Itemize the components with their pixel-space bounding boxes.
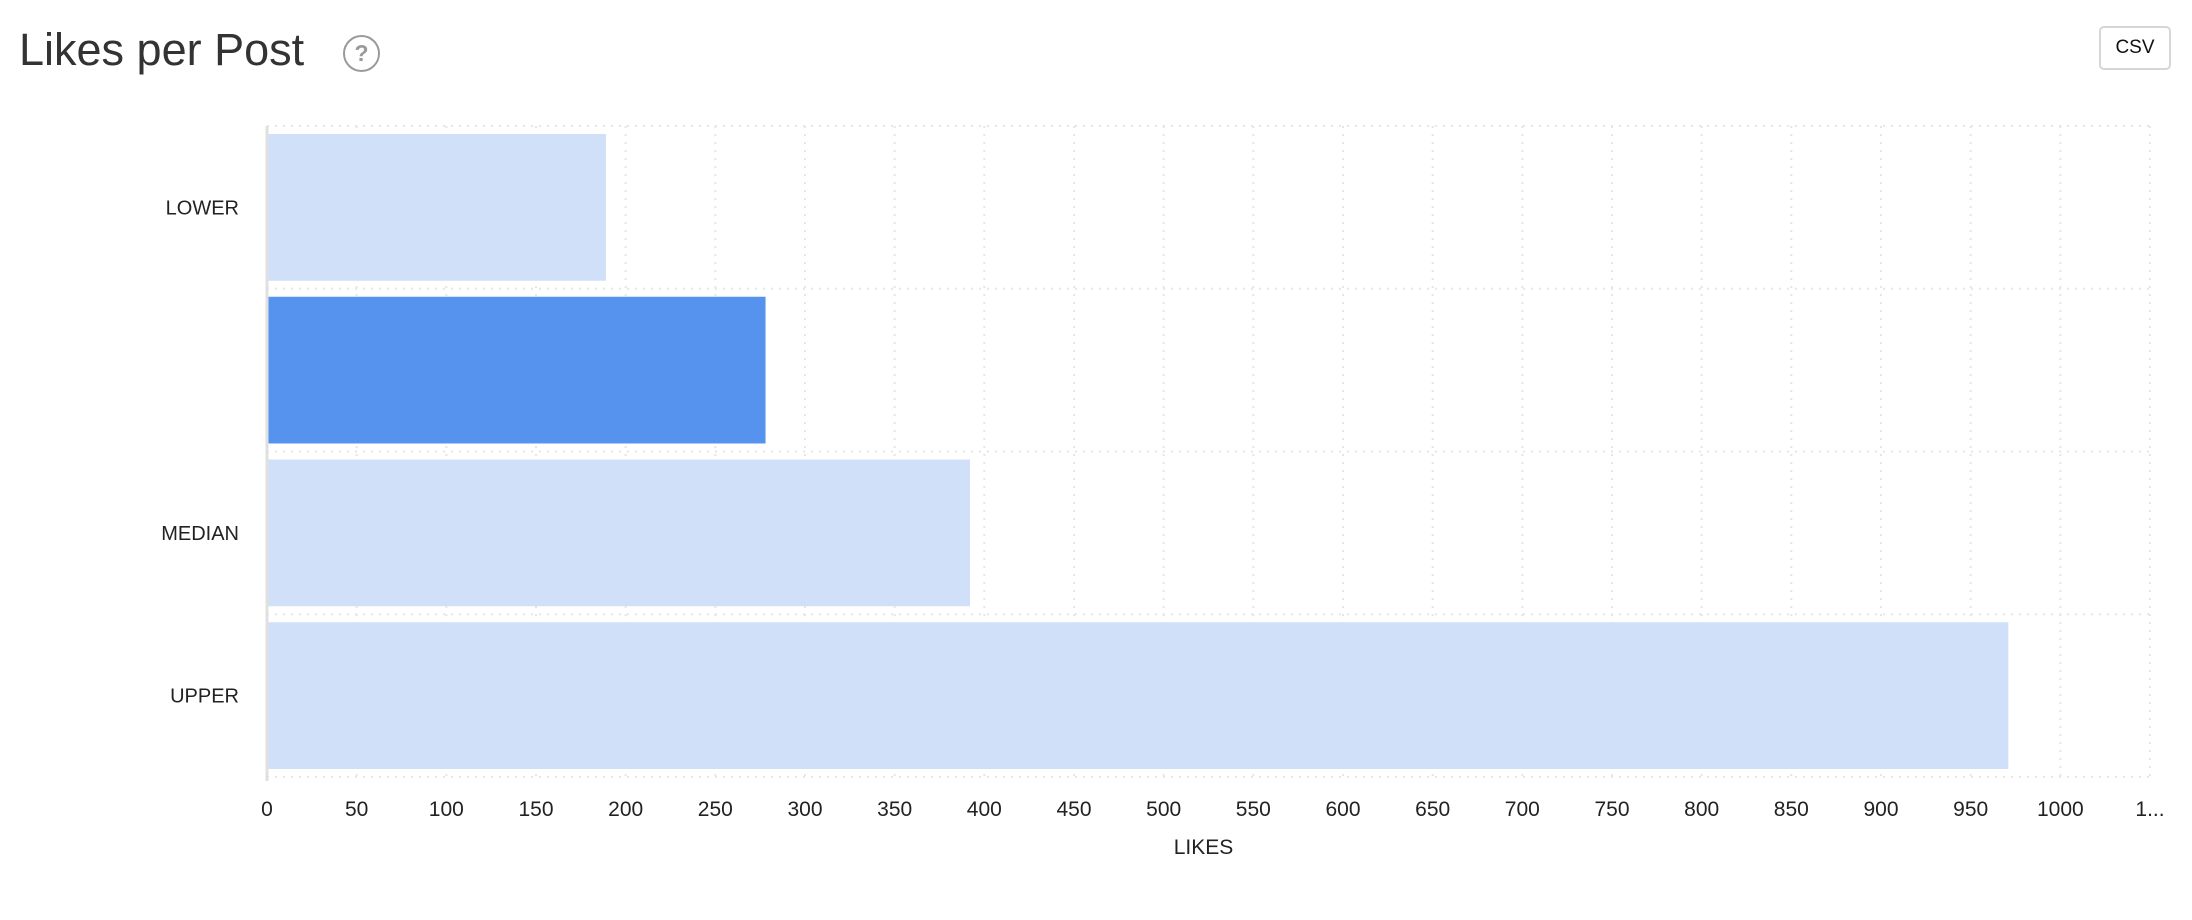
- page-title: Likes per Post: [19, 24, 305, 75]
- bar-upper: [267, 622, 2009, 769]
- x-tick-label: 800: [1684, 798, 1719, 821]
- x-tick-label: 100: [429, 798, 464, 821]
- x-axis-label: LIKES: [1174, 836, 1234, 859]
- y-category-label: UPPER: [170, 686, 239, 708]
- x-tick-label: 300: [787, 798, 822, 821]
- x-tick-label: 600: [1325, 798, 1360, 821]
- y-category-label: MEDIAN: [161, 523, 239, 545]
- question-circle-icon[interactable]: ?: [343, 35, 380, 72]
- x-tick-label: 150: [518, 798, 553, 821]
- x-tick-label: 650: [1415, 798, 1450, 821]
- x-tick-label: 50: [345, 798, 368, 821]
- x-tick-label: 950: [1953, 798, 1988, 821]
- x-tick-label: 350: [877, 798, 912, 821]
- x-tick-label: 550: [1236, 798, 1271, 821]
- bar-unlabeled: [267, 296, 766, 444]
- x-tick-label: 400: [967, 798, 1002, 821]
- x-tick-label: 500: [1146, 798, 1181, 821]
- x-tick-label: 750: [1594, 798, 1629, 821]
- x-tick-label: 700: [1505, 798, 1540, 821]
- csv-export-button[interactable]: CSV: [2099, 26, 2171, 70]
- x-tick-label: 250: [698, 798, 733, 821]
- x-tick-label: 1...: [2135, 798, 2164, 821]
- bar-median: [267, 459, 970, 607]
- x-tick-label: 200: [608, 798, 643, 821]
- y-category-label: LOWER: [166, 197, 239, 219]
- x-tick-label: 900: [1863, 798, 1898, 821]
- x-tick-label: 850: [1774, 798, 1809, 821]
- x-tick-label: 0: [261, 798, 273, 821]
- x-tick-label: 1000: [2037, 798, 2084, 821]
- bar-lower: [267, 134, 606, 281]
- x-tick-label: 450: [1056, 798, 1091, 821]
